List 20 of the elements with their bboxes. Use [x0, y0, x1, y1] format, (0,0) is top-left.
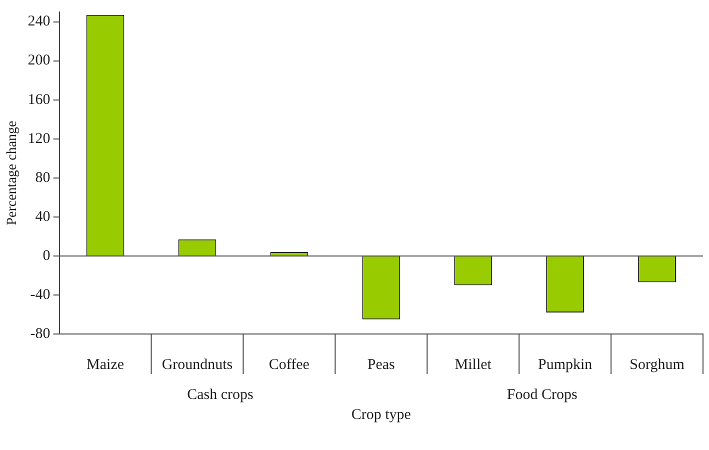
text: Cash crops	[187, 387, 254, 403]
x-axis-title: Crop type	[351, 407, 412, 423]
text: Food Crops	[506, 387, 578, 403]
y-axis-title: Percentage change	[5, 120, 20, 226]
x-tick-label: Maize	[86, 356, 124, 373]
y-tick-label: 80	[35, 170, 50, 186]
y-tick-label: 240	[28, 14, 50, 30]
y-tick-label: 120	[28, 130, 50, 147]
y-tick-label: 160	[28, 92, 50, 108]
y-tick-label: -80	[30, 326, 50, 342]
x-tick-label: Groundnuts	[162, 356, 233, 373]
x-tick-label: Pumpkin	[538, 356, 593, 373]
x-tick-label: Sorghum	[630, 356, 685, 373]
y-tick-label: 200	[28, 52, 50, 69]
y-tick-label: -40	[30, 286, 50, 303]
y-tick-label: 40	[35, 208, 50, 225]
x-tick-label: Peas	[367, 356, 396, 373]
x-tick-label: Coffee	[268, 356, 310, 373]
y-tick-label: 0	[42, 248, 50, 264]
x-tick-label: Millet	[454, 356, 492, 373]
